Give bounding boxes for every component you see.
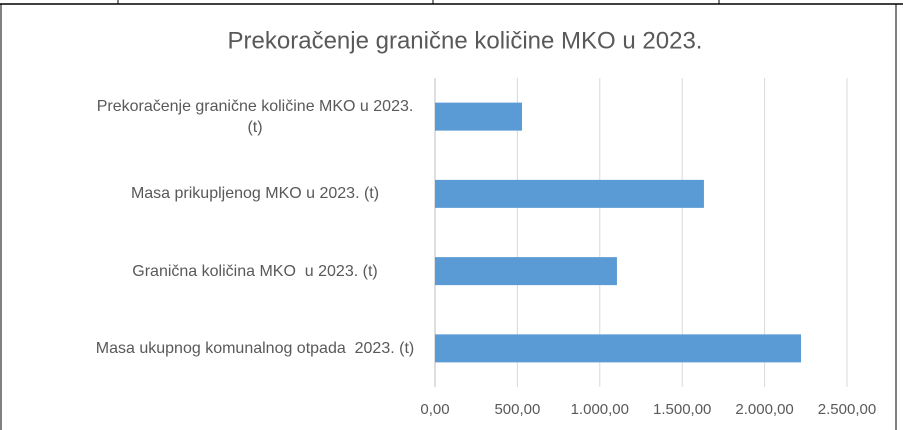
x-tick-label: 500,00 xyxy=(494,401,540,418)
y-tick-label: Prekoračenje granične količine MKO u 202… xyxy=(96,97,423,136)
bar xyxy=(435,102,523,131)
y-tick-label: Granična količina MKO u 2023. (t) xyxy=(132,262,378,280)
x-tick-label: 2.000,00 xyxy=(735,401,793,418)
x-tick-label: 1.000,00 xyxy=(571,401,629,418)
y-tick-label: Masa prikupljenog MKO u 2023. (t) xyxy=(130,185,380,203)
bar xyxy=(435,257,617,286)
x-tick-label: 2.500,00 xyxy=(818,401,876,418)
x-tick-label: 1.500,00 xyxy=(653,401,711,418)
bar xyxy=(435,334,802,363)
x-tick-label: 0,00 xyxy=(420,401,449,418)
bar xyxy=(435,179,704,208)
chart-title: Prekoračenje granične količine MKO u 202… xyxy=(228,27,703,54)
y-tick-label: Masa ukupnog komunalnog otpada 2023. (t) xyxy=(95,339,415,357)
